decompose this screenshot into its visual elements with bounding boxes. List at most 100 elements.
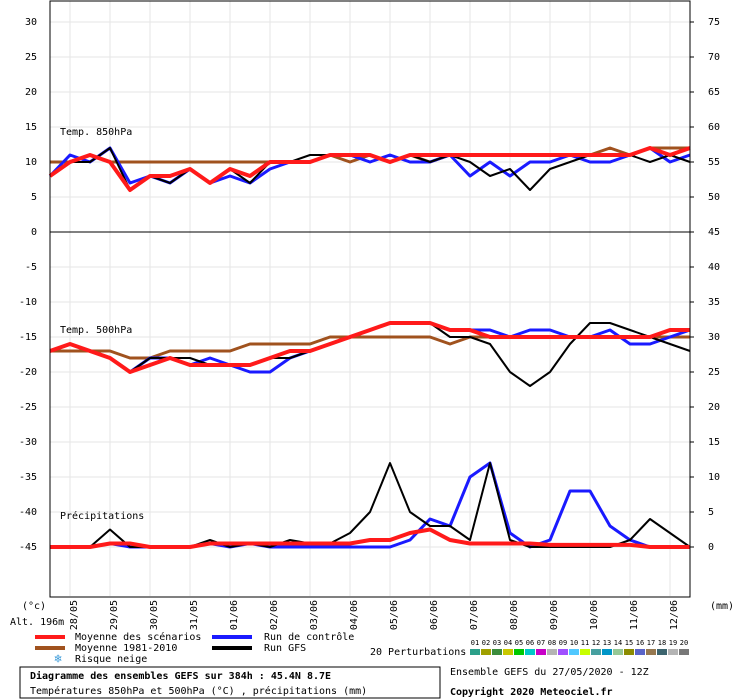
x-tick-label: 28/05 — [69, 600, 80, 630]
legend-label: Run GFS — [264, 643, 306, 654]
perturbation-swatch — [646, 649, 656, 655]
y2-tick-label: 70 — [708, 52, 720, 63]
perturbation-swatch — [536, 649, 546, 655]
x-tick-label: 07/06 — [469, 600, 480, 630]
altitude: Alt. 196m — [10, 617, 64, 628]
x-tick-label: 01/06 — [229, 600, 240, 630]
perturbation-number: 12 — [592, 639, 600, 647]
perturbation-swatch — [525, 649, 535, 655]
legend-label: Risque neige — [75, 654, 147, 665]
y2-tick-label: 65 — [708, 87, 720, 98]
legend-label: 20 Perturbations — [370, 647, 466, 658]
perturbation-swatch — [657, 649, 667, 655]
y-tick-label: -45 — [19, 542, 37, 553]
x-tick-label: 03/06 — [309, 600, 320, 630]
perturbation-number: 09 — [559, 639, 567, 647]
perturbation-swatch — [470, 649, 480, 655]
y-unit: (°c) — [22, 601, 46, 612]
panel-label: Temp. 500hPa — [60, 325, 132, 336]
perturbation-number: 03 — [493, 639, 501, 647]
y-tick-label: -25 — [19, 402, 37, 413]
y2-tick-label: 60 — [708, 122, 720, 133]
y2-tick-label: 40 — [708, 262, 720, 273]
perturbation-swatch — [635, 649, 645, 655]
y-tick-label: 30 — [25, 17, 37, 28]
perturbation-number: 06 — [526, 639, 534, 647]
y-tick-label: 20 — [25, 87, 37, 98]
x-tick-label: 11/06 — [629, 600, 640, 630]
legend: Moyenne des scénarios Moyenne 1981-2010 … — [35, 631, 466, 666]
copyright: Copyright 2020 Meteociel.fr — [450, 686, 613, 698]
perturbation-number: 20 — [680, 639, 688, 647]
perturbation-number: 15 — [625, 639, 633, 647]
x-tick-label: 05/06 — [389, 600, 400, 630]
y-tick-label: 10 — [25, 157, 37, 168]
perturbation-number: 18 — [658, 639, 666, 647]
perturbation-swatch — [591, 649, 601, 655]
y2-tick-label: 30 — [708, 332, 720, 343]
perturbation-swatch — [547, 649, 557, 655]
y2-tick-label: 45 — [708, 227, 720, 238]
perturbation-swatch — [514, 649, 524, 655]
x-tick-label: 06/06 — [429, 600, 440, 630]
perturbation-swatch — [613, 649, 623, 655]
perturbation-swatch — [481, 649, 491, 655]
panel-label: Temp. 850hPa — [60, 127, 132, 138]
perturbation-number: 11 — [581, 639, 589, 647]
y2-tick-label: 55 — [708, 157, 720, 168]
y-tick-label: -15 — [19, 332, 37, 343]
x-tick-label: 29/05 — [109, 600, 120, 630]
perturbation-swatch — [602, 649, 612, 655]
y-tick-label: -20 — [19, 367, 37, 378]
perturbation-swatch — [492, 649, 502, 655]
x-tick-label: 09/06 — [549, 600, 560, 630]
y-tick-label: 5 — [31, 192, 37, 203]
lines-layer — [48, 146, 691, 549]
perturbation-number: 17 — [647, 639, 655, 647]
y2-tick-label: 5 — [708, 507, 714, 518]
perturbation-number: 16 — [636, 639, 644, 647]
legend-label: Moyenne 1981-2010 — [75, 643, 177, 654]
y-tick-label: 15 — [25, 122, 37, 133]
x-tick-label: 02/06 — [269, 600, 280, 630]
perturbation-number: 05 — [515, 639, 523, 647]
y2-tick-label: 10 — [708, 472, 720, 483]
perturbation-swatch — [668, 649, 678, 655]
perturbation-swatch — [679, 649, 689, 655]
y-tick-label: -30 — [19, 437, 37, 448]
chart-subtitle: Températures 850hPa et 500hPa (°C) , pré… — [30, 685, 367, 697]
series-line — [48, 146, 691, 192]
x-tick-label: 10/06 — [589, 600, 600, 630]
perturbation-swatch — [558, 649, 568, 655]
run-label: Ensemble GEFS du 27/05/2020 - 12Z — [450, 667, 649, 678]
y2-tick-label: 0 — [708, 542, 714, 553]
y-tick-label: -5 — [25, 262, 37, 273]
x-tick-label: 08/06 — [509, 600, 520, 630]
y2-tick-label: 20 — [708, 402, 720, 413]
perturbation-number: 08 — [548, 639, 556, 647]
y2-tick-label: 25 — [708, 367, 720, 378]
perturbation-swatch — [503, 649, 513, 655]
perturbation-number: 02 — [482, 639, 490, 647]
y2-tick-label: 35 — [708, 297, 720, 308]
x-tick-label: 04/06 — [349, 600, 360, 630]
x-tick-label: 12/06 — [669, 600, 680, 630]
perturbation-number: 07 — [537, 639, 545, 647]
series-line — [50, 527, 690, 549]
perturbation-swatch — [580, 649, 590, 655]
legend-label: Run de contrôle — [264, 631, 354, 643]
y2-tick-label: 15 — [708, 437, 720, 448]
perturbation-swatch — [624, 649, 634, 655]
perturbation-number: 10 — [570, 639, 578, 647]
y2-tick-label: 50 — [708, 192, 720, 203]
perturbation-number: 13 — [603, 639, 611, 647]
y2-tick-label: 75 — [708, 17, 720, 28]
plot-frame — [49, 0, 691, 598]
legend-label: Moyenne des scénarios — [75, 631, 201, 643]
perturbation-legend: 01 02 03 04 05 06 07 08 09 10 11 12 13 14 15 16 17 18 19 20 — [470, 639, 689, 655]
y-tick-label: -35 — [19, 472, 37, 483]
y-tick-label: 0 — [31, 227, 37, 238]
perturbation-number: 14 — [614, 639, 622, 647]
